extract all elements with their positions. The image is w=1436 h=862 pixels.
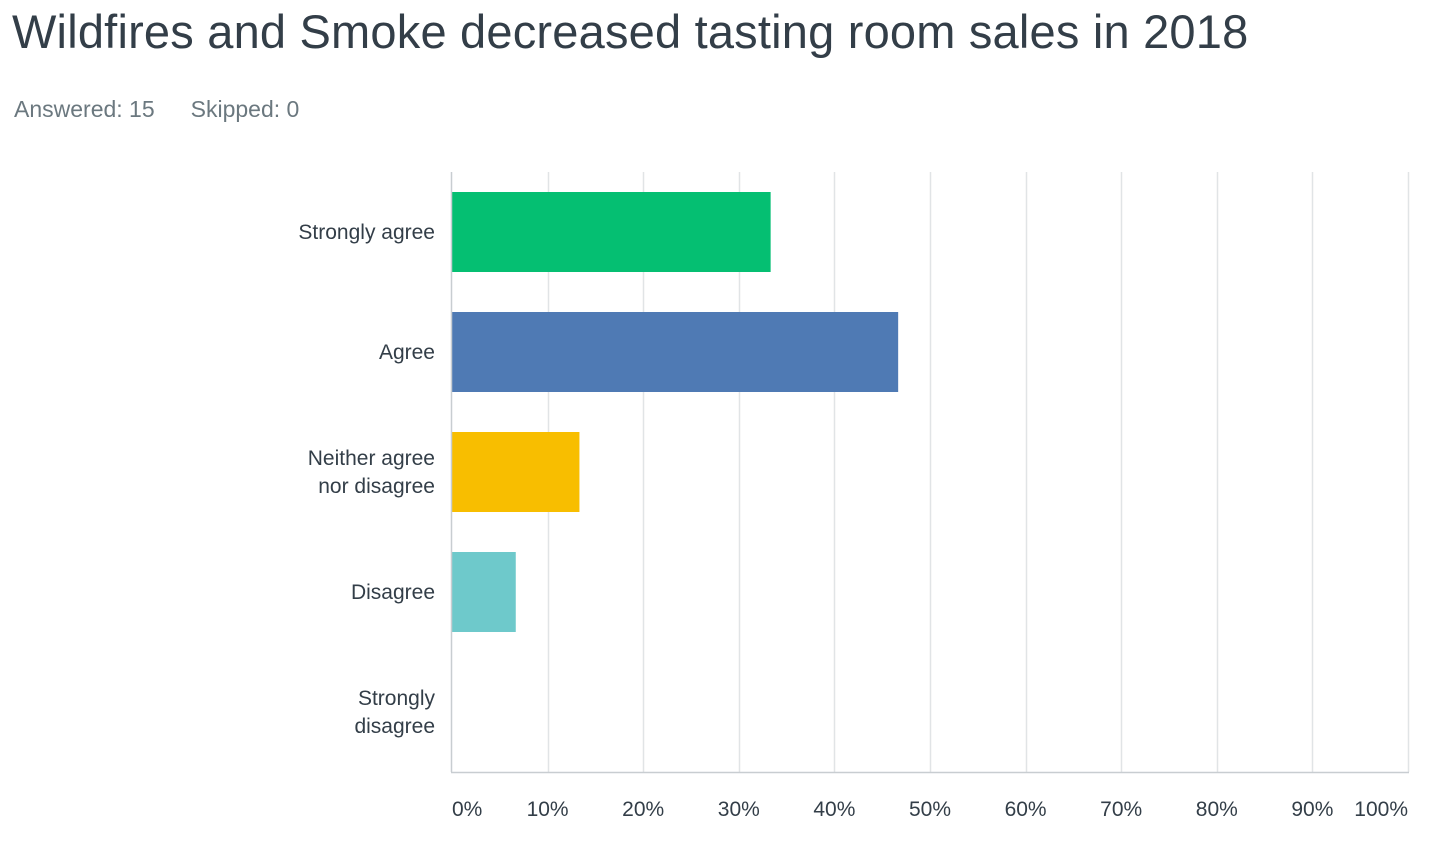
bars bbox=[452, 192, 899, 632]
bar-neither-agree-nor-disagree[interactable] bbox=[452, 432, 580, 512]
category-label-strongly-agree: Strongly agree bbox=[298, 221, 435, 244]
chart-title: Wildfires and Smoke decreased tasting ro… bbox=[12, 5, 1249, 58]
tick-label-10: 10% bbox=[527, 798, 569, 821]
tick-label-30: 30% bbox=[718, 798, 760, 821]
tick-label-50: 50% bbox=[909, 798, 951, 821]
bar-agree[interactable] bbox=[452, 312, 899, 392]
answered-count: Answered: 15 bbox=[14, 96, 155, 122]
category-label-neither-agree-nor-disagree: Neither agree nor disagree bbox=[308, 447, 435, 498]
skipped-count: Skipped: 0 bbox=[190, 96, 300, 122]
tick-label-90: 90% bbox=[1291, 798, 1333, 821]
tick-label-20: 20% bbox=[622, 798, 664, 821]
tick-label-100: 100% bbox=[1354, 798, 1408, 821]
tick-label-80: 80% bbox=[1196, 798, 1238, 821]
response-stats: Answered: 15 Skipped: 0 bbox=[14, 96, 299, 123]
category-label-disagree: Disagree bbox=[351, 581, 435, 604]
tick-label-60: 60% bbox=[1005, 798, 1047, 821]
tick-label-0: 0% bbox=[452, 798, 482, 821]
tick-label-40: 40% bbox=[813, 798, 855, 821]
category-label-agree: Agree bbox=[379, 341, 435, 364]
bar-disagree[interactable] bbox=[452, 552, 516, 632]
category-labels: Strongly agree Agree Neither agree nor disa… bbox=[298, 221, 435, 738]
axes bbox=[450, 172, 1409, 774]
bar-strongly-agree[interactable] bbox=[452, 192, 771, 272]
tick-labels: 0% 10% 20% 30% 40% 50% 60% 70% 80% 90% 100% bbox=[452, 798, 1408, 821]
category-label-strongly-disagree: Strongly disagree bbox=[354, 687, 435, 738]
tick-label-70: 70% bbox=[1100, 798, 1142, 821]
